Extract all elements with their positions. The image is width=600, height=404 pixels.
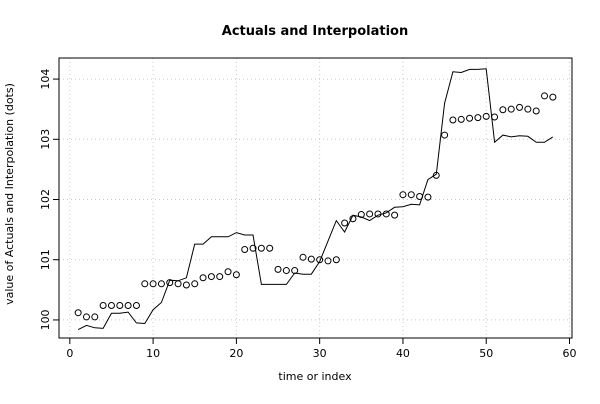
actual-point [191, 280, 199, 288]
actual-point [216, 273, 224, 281]
actual-point [332, 256, 340, 264]
actual-point [382, 210, 390, 218]
actual-point [116, 301, 124, 309]
actual-point [74, 309, 82, 317]
actual-point [232, 271, 240, 279]
actual-point [124, 301, 132, 309]
actual-point [349, 215, 357, 223]
actual-point [449, 116, 457, 124]
x-axis-label: time or index [278, 370, 352, 383]
actual-point [416, 192, 424, 200]
interpolation-line [77, 68, 554, 331]
actual-point [207, 273, 215, 281]
actual-point [524, 105, 532, 113]
x-tick-label: 20 [229, 347, 243, 360]
y-tick-label: 104 [39, 69, 52, 90]
actual-point [224, 268, 232, 276]
actual-point [149, 280, 157, 288]
actual-point [441, 131, 449, 139]
actual-point [99, 301, 107, 309]
actual-point [257, 244, 265, 252]
actual-point [291, 267, 299, 275]
actual-point [391, 211, 399, 219]
actual-point [241, 245, 249, 253]
actual-point [91, 313, 99, 321]
actual-point [549, 93, 557, 101]
chart-title: Actuals and Interpolation [222, 24, 408, 39]
actual-point [166, 279, 174, 287]
x-tick-label: 0 [66, 347, 73, 360]
actual-point [174, 280, 182, 288]
actual-point [491, 113, 499, 121]
actual-point [266, 244, 274, 252]
actual-point [482, 112, 490, 120]
actual-point [457, 115, 465, 123]
actual-point [541, 92, 549, 100]
actual-point [316, 256, 324, 264]
actual-point [357, 211, 365, 219]
actual-point [274, 265, 282, 273]
y-tick-label: 102 [39, 189, 52, 210]
actual-point [141, 280, 149, 288]
actual-point [341, 219, 349, 227]
actual-point [249, 244, 257, 252]
axes: 0 10 20 30 40 50 60 100 101 102 103 104 [39, 57, 577, 360]
actual-point [282, 267, 290, 275]
actual-point [499, 106, 507, 114]
actual-point [299, 253, 307, 261]
plot-area [74, 68, 557, 331]
grid-lines [59, 58, 572, 338]
actual-point [82, 313, 90, 321]
actual-point [374, 210, 382, 218]
actual-point [132, 301, 140, 309]
y-axis-label: value of Actuals and Interpolation (dots… [3, 83, 16, 305]
actual-point [307, 255, 315, 263]
actual-point [424, 193, 432, 201]
actual-point [199, 274, 207, 282]
plot-frame [58, 57, 573, 339]
actual-point [532, 107, 540, 115]
actual-point [324, 257, 332, 265]
x-tick-label: 60 [563, 347, 577, 360]
y-tick-label: 103 [39, 129, 52, 150]
x-tick-label: 40 [396, 347, 410, 360]
x-tick-label: 50 [479, 347, 493, 360]
actual-point [466, 114, 474, 122]
actual-point [182, 281, 190, 289]
actual-point [507, 105, 515, 113]
actual-point [107, 301, 115, 309]
actual-point [407, 191, 415, 199]
actual-point [366, 210, 374, 218]
actual-point [432, 171, 440, 179]
actual-point [399, 191, 407, 199]
actual-point [157, 280, 165, 288]
y-tick-label: 100 [39, 309, 52, 330]
y-tick-label: 101 [39, 249, 52, 270]
actual-point [474, 114, 482, 122]
x-tick-label: 10 [146, 347, 160, 360]
x-tick-label: 30 [313, 347, 327, 360]
actual-point [516, 103, 524, 111]
